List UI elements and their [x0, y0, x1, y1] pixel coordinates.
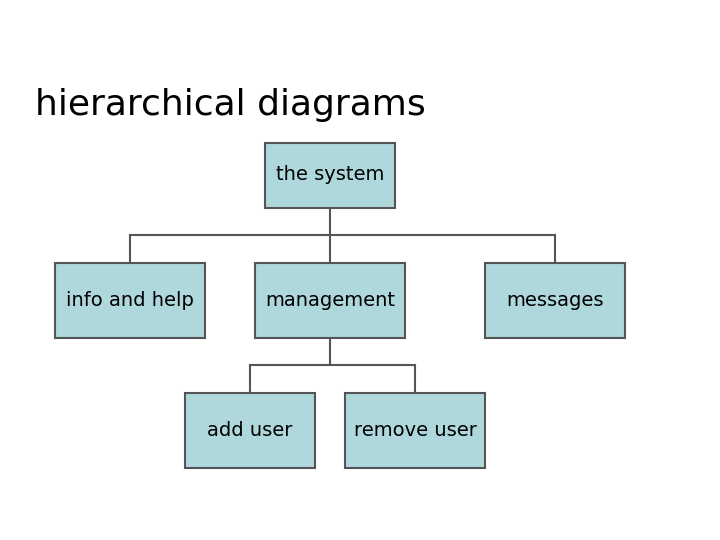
Text: management: management [265, 291, 395, 309]
Bar [185, 393, 315, 468]
Text: remove user: remove user [354, 421, 477, 440]
Text: hierarchical diagrams: hierarchical diagrams [35, 88, 426, 122]
Bar [485, 262, 625, 338]
Text: add user: add user [207, 421, 293, 440]
Bar [345, 393, 485, 468]
Bar [265, 143, 395, 207]
Text: the system: the system [276, 165, 384, 185]
Bar [255, 262, 405, 338]
Text: messages: messages [506, 291, 604, 309]
Text: info and help: info and help [66, 291, 194, 309]
Bar [55, 262, 205, 338]
